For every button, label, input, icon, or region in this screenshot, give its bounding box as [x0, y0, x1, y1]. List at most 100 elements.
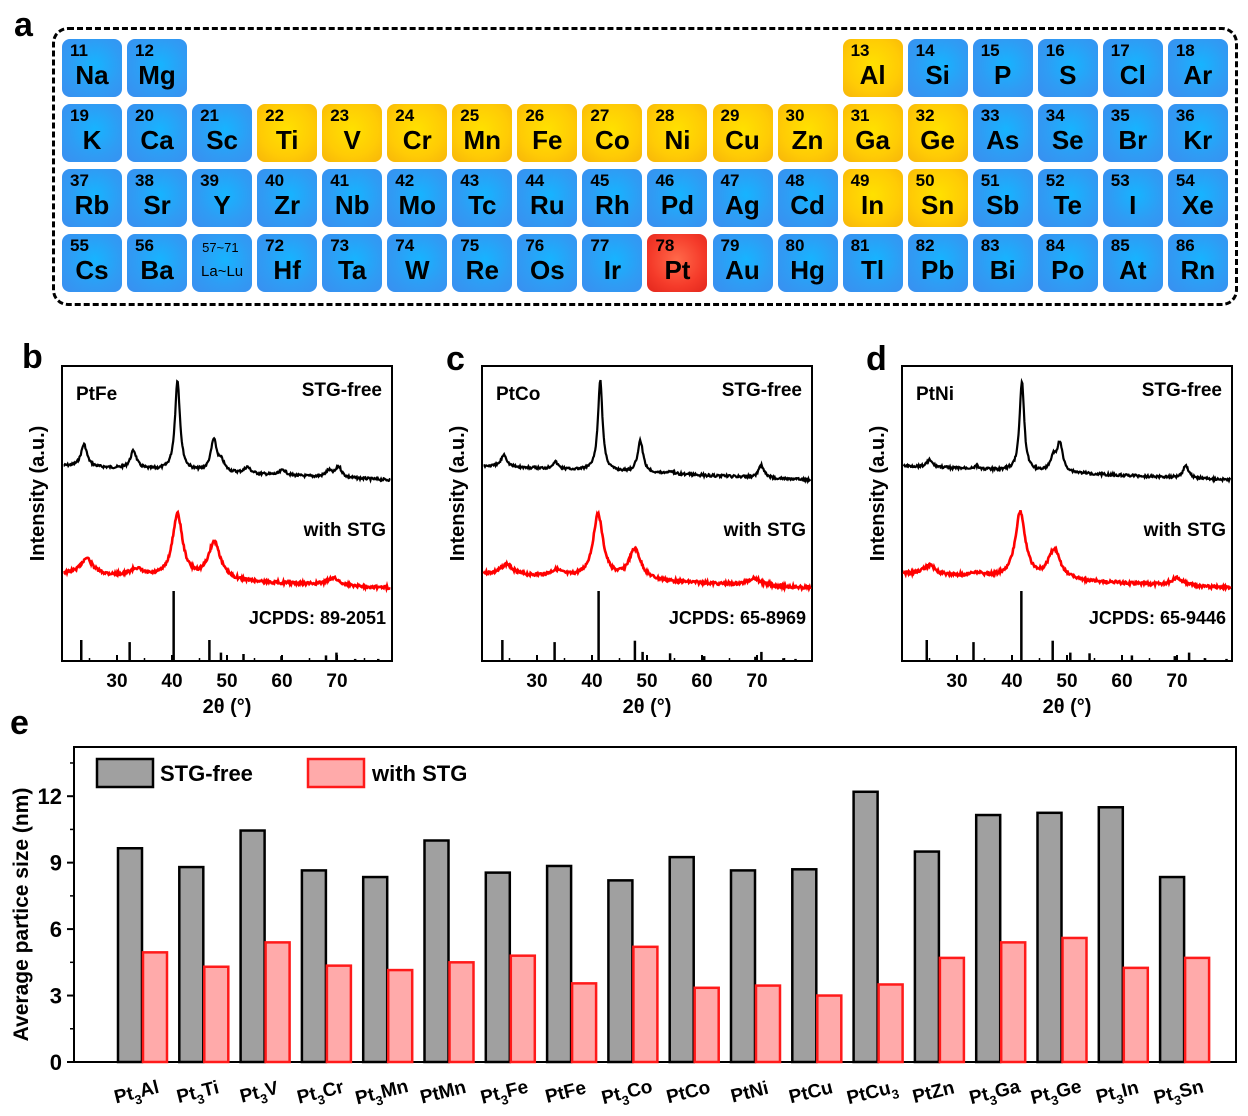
y-axis-label: Intensity (a.u.) — [447, 426, 469, 562]
stg-free-label: STG-free — [302, 380, 382, 401]
bar-with-stg — [141, 951, 169, 1064]
atomic-number: 72 — [265, 236, 285, 255]
element-symbol: Ba — [140, 255, 174, 285]
label-tail: Fe — [504, 1077, 531, 1103]
sample-label: PtNi — [916, 384, 954, 405]
element-symbol: Zn — [791, 125, 824, 155]
bar-with-stg — [999, 941, 1027, 1064]
atomic-number: 78 — [655, 236, 675, 255]
atomic-number: 86 — [1175, 236, 1195, 255]
atomic-number: 42 — [395, 171, 415, 190]
element-symbol: Al — [859, 60, 886, 90]
x-category-label: Pt3Ge — [1029, 1076, 1085, 1113]
atomic-number: 32 — [915, 106, 935, 125]
element-symbol: Cs — [75, 255, 109, 285]
panel-label-c: c — [446, 340, 465, 378]
x-category-label: PtFe — [543, 1077, 588, 1107]
atomic-number: 17 — [1110, 41, 1130, 60]
element-symbol: Cr — [402, 125, 432, 155]
element-tile-hf: 72 Hf — [257, 234, 318, 292]
x-tick-label: 30 — [106, 671, 127, 692]
bar-stg-free — [423, 839, 450, 1064]
atomic-number: 21 — [200, 106, 220, 125]
x-category-label: Pt3Ga — [967, 1076, 1024, 1113]
jcpds-label: JCPDS: 65-9446 — [1089, 608, 1226, 628]
y-tick-label: 3 — [50, 984, 62, 1009]
bar-stg-free — [1036, 811, 1063, 1064]
xrd-chart-ptni: 30 40 50 60 70 2θ (°) Intensity (a.u.) PtNi STG-… — [867, 365, 1233, 718]
element-symbol: Pt — [664, 255, 691, 285]
xrd-curve-stg-free — [483, 379, 812, 485]
xrd-chart-ptco: 30 40 50 60 70 2θ (°) Intensity (a.u.) PtCo STG-… — [447, 365, 813, 718]
element-symbol: Hf — [273, 255, 301, 285]
atomic-number: 14 — [915, 41, 935, 60]
element-symbol: Kr — [1183, 125, 1213, 155]
label-subscript: 3 — [620, 1092, 631, 1108]
element-tile-sb: 51 Sb — [972, 169, 1033, 227]
element-symbol: Sn — [921, 190, 955, 220]
atomic-number: 46 — [655, 171, 675, 190]
atomic-number: 50 — [915, 171, 935, 190]
element-symbol: V — [343, 125, 361, 155]
bar-with-stg — [816, 994, 843, 1064]
element-tile-zn: 30 Zn — [777, 104, 838, 162]
xrd-curve-with-stg — [62, 509, 391, 594]
element-symbol: S — [1059, 60, 1077, 90]
element-tile-rh: 45 Rh — [582, 169, 643, 227]
bar-with-stg — [509, 954, 537, 1064]
x-category-label: Pt3Ti — [175, 1077, 223, 1112]
element-tile-kr: 36 Kr — [1167, 104, 1228, 162]
element-tile-s: 16 S — [1037, 39, 1098, 97]
bar-stg-free — [300, 869, 328, 1064]
bar-stg-free — [852, 790, 879, 1064]
atomic-number: 27 — [590, 106, 610, 125]
element-tile-au: 79 Au — [712, 234, 773, 292]
atomic-number: 45 — [590, 171, 610, 190]
atomic-number: 57~71 — [202, 240, 239, 255]
element-symbol: Si — [925, 60, 950, 90]
element-symbol: Cu — [725, 125, 760, 155]
atomic-number: 51 — [980, 171, 1000, 190]
element-tile-se: 34 Se — [1037, 104, 1098, 162]
element-tile-la-lu: 57~71 La~Lu — [192, 234, 253, 292]
bar-with-stg — [693, 986, 720, 1064]
element-symbol: Tc — [468, 190, 497, 220]
x-category-label: Pt3Mn — [353, 1076, 411, 1113]
atomic-number: 84 — [1045, 236, 1065, 255]
element-symbol: Xe — [1181, 190, 1214, 220]
element-symbol: Hg — [790, 255, 825, 285]
legend-label-with-stg: with STG — [371, 761, 467, 786]
x-axis-label: 2θ (°) — [1043, 696, 1092, 718]
atomic-number: 12 — [135, 41, 154, 60]
element-tile-cl: 17 Cl — [1102, 39, 1163, 97]
x-tick-label: 40 — [581, 671, 602, 692]
atomic-number: 16 — [1045, 41, 1065, 60]
element-tile-ca: 20 Ca — [127, 104, 188, 162]
element-tile-ti: 22 Ti — [257, 104, 318, 162]
stg-free-label: STG-free — [722, 380, 802, 401]
atomic-number: 34 — [1045, 106, 1065, 125]
atomic-number: 15 — [980, 41, 1000, 60]
label-base: PtNi — [729, 1078, 771, 1108]
label-tail: Cr — [321, 1077, 347, 1103]
panel-label-d: d — [866, 340, 887, 378]
element-symbol: Rh — [595, 190, 630, 220]
xrd-curve-stg-free — [902, 377, 1232, 484]
element-symbol: Nb — [334, 190, 370, 220]
x-axis-label: 2θ (°) — [203, 696, 252, 718]
atomic-number: 73 — [330, 236, 350, 255]
element-tile-cs: 55 Cs — [62, 234, 122, 292]
label-base: PtCu — [845, 1078, 893, 1109]
element-tile-i: 53 I — [1102, 169, 1163, 227]
bar-with-stg — [938, 956, 966, 1064]
atomic-number: 44 — [525, 171, 545, 190]
atomic-number: 11 — [70, 41, 88, 60]
atomic-number: 24 — [395, 106, 415, 125]
x-tick-label: 30 — [946, 671, 967, 692]
bar-with-stg — [386, 968, 414, 1064]
bar-stg-free — [1158, 875, 1186, 1064]
y-tick-label: 0 — [50, 1050, 62, 1075]
label-tail: Al — [138, 1077, 162, 1102]
element-tile-pd: 46 Pd — [647, 169, 708, 227]
element-symbol: Te — [1053, 190, 1082, 220]
